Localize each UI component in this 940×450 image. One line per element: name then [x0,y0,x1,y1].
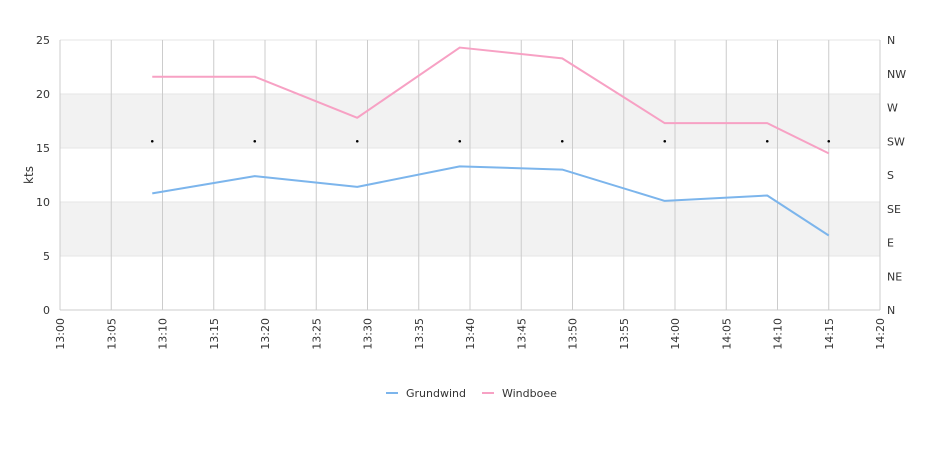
y-tick-label: 0 [43,304,50,317]
direction-marker [663,139,667,143]
direction-marker [560,139,564,143]
x-tick-label: 13:55 [618,318,631,350]
direction-axis-label: W [887,102,898,115]
x-tick-label: 13:05 [105,318,118,350]
direction-marker [765,139,769,143]
direction-axis-label: E [887,237,894,250]
y-tick-label: 25 [36,34,50,47]
y-tick-label: 15 [36,142,50,155]
x-tick-label: 13:15 [208,318,221,350]
y-tick-label: 10 [36,196,50,209]
x-tick-label: 13:35 [413,318,426,350]
x-tick-label: 13:10 [157,318,170,350]
series-line-windboee [152,46,830,155]
legend-label-grundwind: Grundwind [406,387,466,400]
x-tick-label: 13:20 [259,318,272,350]
x-tick-label: 13:45 [515,318,528,350]
direction-axis-label: NW [887,68,906,81]
x-tick-label: 13:30 [362,318,375,350]
y-tick-label: 20 [36,88,50,101]
x-tick-label: 14:00 [669,318,682,350]
x-tick-label: 14:05 [720,318,733,350]
x-tick-label: 13:25 [310,318,323,350]
y-axis-title: kts [22,166,36,184]
legend-label-windboee: Windboee [502,387,557,400]
x-tick-label: 14:10 [772,318,785,350]
x-tick-label: 13:50 [567,318,580,350]
direction-marker [355,139,359,143]
direction-marker [827,139,831,143]
x-tick-label: 14:20 [874,318,887,350]
direction-marker [458,139,462,143]
y-tick-label: 5 [43,250,50,263]
x-tick-label: 14:15 [823,318,836,350]
direction-axis-label: N [887,34,895,47]
direction-axis-label: SE [887,203,901,216]
direction-axis-label: S [887,169,894,182]
direction-axis-label: SW [887,135,905,148]
direction-marker [253,139,257,143]
direction-marker [150,139,154,143]
series-line-grundwind [152,165,830,237]
direction-axis-label: NE [887,270,902,283]
direction-axis-label: N [887,304,895,317]
x-tick-label: 13:40 [464,318,477,350]
x-tick-label: 13:00 [54,318,67,350]
